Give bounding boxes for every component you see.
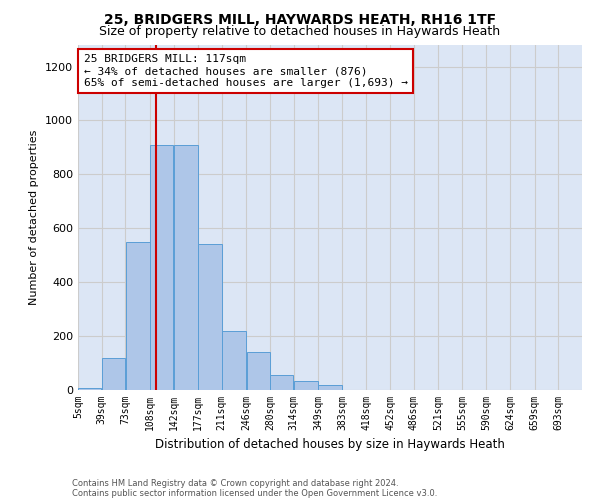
Bar	[319, 384, 341, 390]
X-axis label: Distribution of detached houses by size in Haywards Heath: Distribution of detached houses by size …	[155, 438, 505, 452]
Bar	[126, 242, 149, 390]
Bar	[102, 358, 125, 390]
Y-axis label: Number of detached properties: Number of detached properties	[29, 130, 40, 305]
Bar	[174, 144, 198, 390]
Bar	[150, 144, 173, 390]
Bar	[222, 330, 246, 390]
Bar	[199, 244, 221, 390]
Text: 25, BRIDGERS MILL, HAYWARDS HEATH, RH16 1TF: 25, BRIDGERS MILL, HAYWARDS HEATH, RH16 …	[104, 12, 496, 26]
Bar	[78, 388, 101, 390]
Bar	[294, 382, 318, 390]
Text: Size of property relative to detached houses in Haywards Heath: Size of property relative to detached ho…	[100, 25, 500, 38]
Text: Contains HM Land Registry data © Crown copyright and database right 2024.: Contains HM Land Registry data © Crown c…	[72, 478, 398, 488]
Text: 25 BRIDGERS MILL: 117sqm
← 34% of detached houses are smaller (876)
65% of semi-: 25 BRIDGERS MILL: 117sqm ← 34% of detach…	[83, 54, 407, 88]
Bar	[247, 352, 269, 390]
Text: Contains public sector information licensed under the Open Government Licence v3: Contains public sector information licen…	[72, 488, 437, 498]
Bar	[270, 375, 293, 390]
